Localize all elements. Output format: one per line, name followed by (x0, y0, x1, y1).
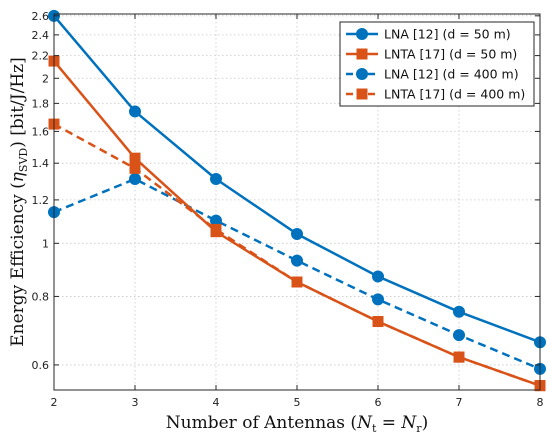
y-tick-label: 1.8 (32, 97, 50, 110)
data-point (291, 227, 303, 240)
legend-label: LNTA [17] (d = 400 m) (384, 87, 525, 102)
y-tick-label: 0.8 (32, 290, 50, 303)
legend-label: LNTA [17] (d = 50 m) (384, 47, 517, 62)
data-point (291, 276, 303, 288)
legend-marker (356, 88, 368, 100)
data-point (210, 173, 222, 186)
legend-marker (356, 28, 368, 40)
data-point (372, 293, 384, 306)
data-point (210, 226, 222, 238)
legend: LNA [12] (d = 50 m) LNTA [17] (d = 50 m) L… (339, 21, 535, 107)
y-tick-label: 0.6 (32, 359, 50, 372)
x-tick-label: 6 (375, 396, 382, 409)
legend-entry: LNTA [17] (d = 400 m) (346, 87, 525, 102)
x-axis-label: Number of Antennas (Nt = Nr) (166, 413, 428, 435)
data-point (129, 173, 141, 186)
legend-marker (356, 48, 368, 60)
y-tick-label: 1 (42, 237, 49, 250)
legend-label: LNA [12] (d = 50 m) (384, 27, 511, 42)
y-axis-label: Energy Efficiency (ηSVD) [bit/J/Hz] (8, 57, 30, 347)
y-tick-label: 2.2 (32, 50, 50, 63)
y-tick-label: 2 (42, 72, 49, 85)
x-tick-label: 2 (51, 396, 58, 409)
y-tick-label: 1.2 (32, 194, 50, 207)
legend-entry: LNA [12] (d = 50 m) (346, 27, 511, 42)
y-tick-label: 1.6 (32, 125, 50, 138)
y-tick-label: 2.6 (32, 10, 50, 23)
data-point (372, 316, 384, 328)
x-tick-label: 3 (132, 396, 139, 409)
x-tick-label: 8 (537, 396, 544, 409)
legend-entry: LNA [12] (d = 400 m) (346, 67, 519, 82)
series-lines (48, 9, 546, 392)
data-point (129, 105, 141, 118)
x-tick-label: 5 (294, 396, 301, 409)
data-point (291, 254, 303, 267)
y-tick-label: 2.4 (32, 29, 50, 42)
data-point (453, 351, 465, 363)
data-point (453, 305, 465, 318)
axis-ticks: 2 3 4 5 6 7 8 0.6 0.8 1 1.2 1.4 1.6 1.8 2 2.2 2.4 2.6 (32, 10, 544, 409)
legend-marker (356, 68, 368, 80)
legend-label: LNA [12] (d = 400 m) (384, 67, 519, 82)
legend-box (339, 21, 535, 107)
x-tick-label: 4 (213, 396, 220, 409)
y-tick-label: 1.4 (32, 157, 50, 170)
data-point (129, 162, 141, 174)
x-tick-label: 7 (456, 396, 463, 409)
data-point (453, 329, 465, 342)
data-point (372, 270, 384, 283)
legend-entry: LNTA [17] (d = 50 m) (346, 47, 517, 62)
data-point (129, 152, 141, 164)
